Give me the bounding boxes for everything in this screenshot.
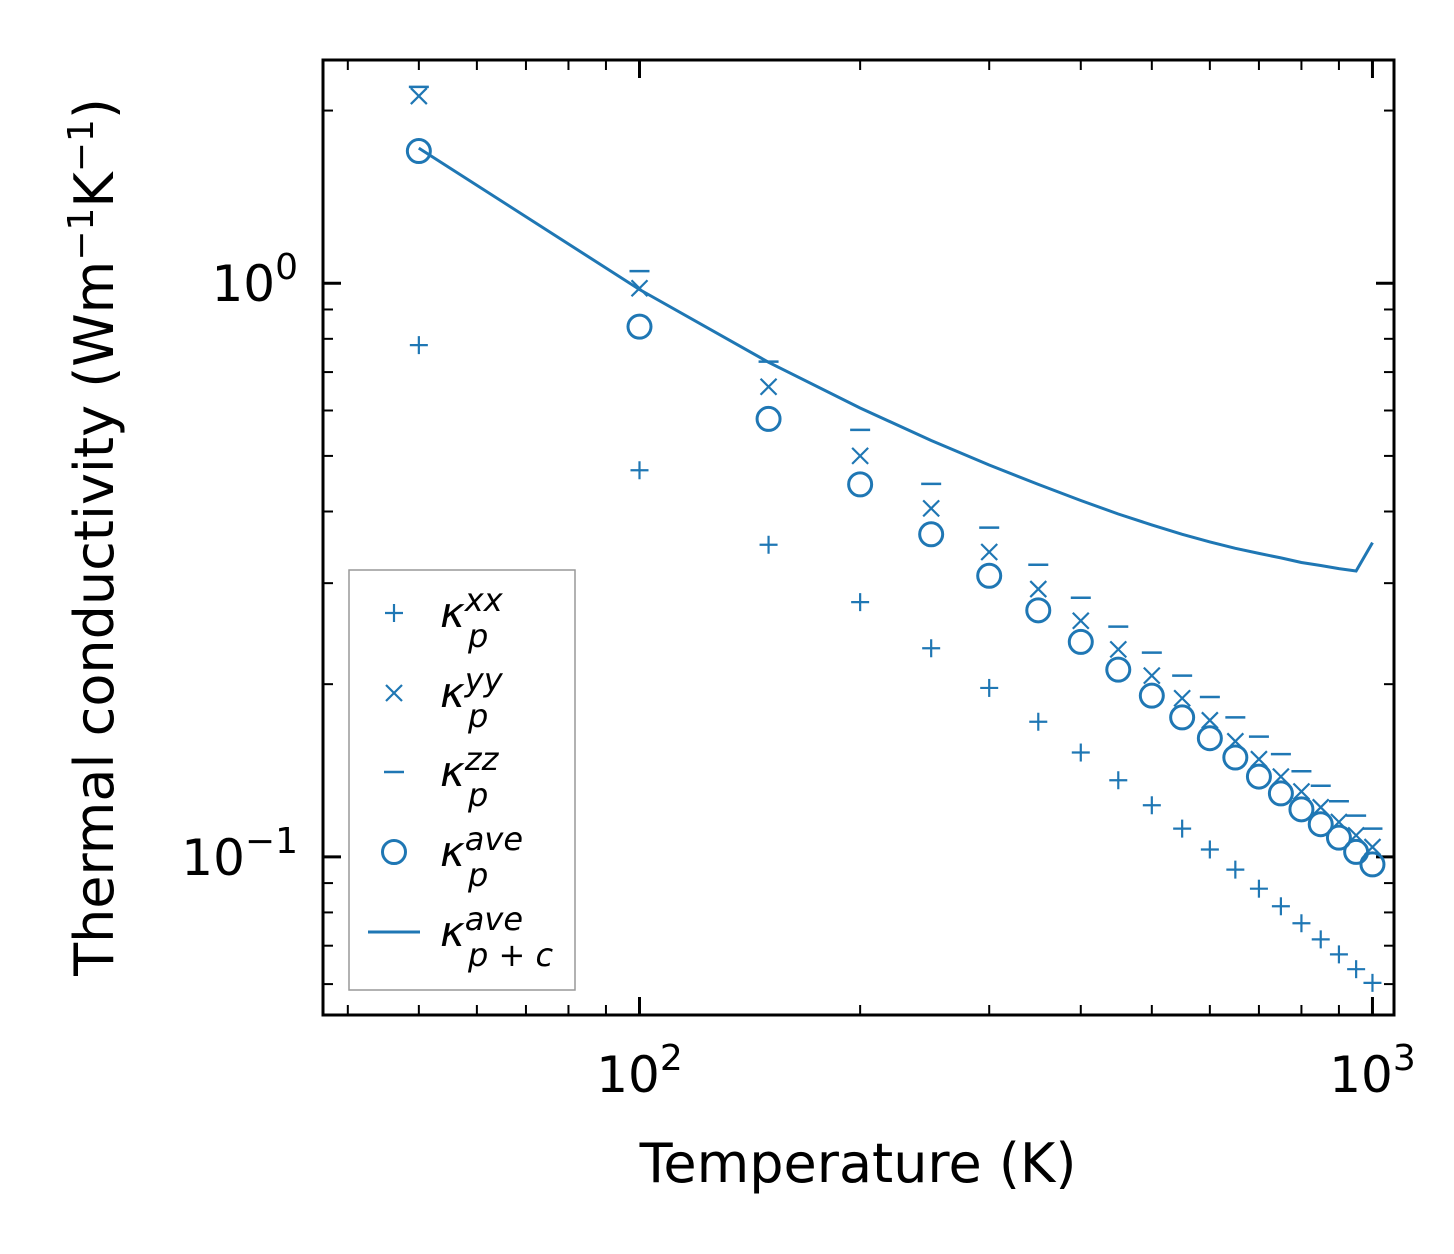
point-kyy [1143,666,1161,685]
point-kxx [1329,945,1348,964]
data-marks [405,85,1386,992]
legend-label-kpc: κave p + c [440,900,553,974]
point-kxx [1347,960,1366,979]
point-kxx [1271,897,1290,916]
point-kyy [1072,611,1090,630]
legend-handle-kyy [385,684,403,702]
point-kxx [1109,771,1128,790]
point-kyy [410,87,428,105]
point-kyy [1029,580,1048,598]
point-kave [1307,811,1334,838]
point-kxx [1311,930,1330,949]
point-kave [976,562,1003,589]
legend-label-kyy: κyy p [440,661,504,735]
point-kave [1196,725,1223,752]
point-kxx [1363,973,1382,992]
point-kxx [980,678,999,697]
point-kave [1169,704,1196,731]
point-kave [1343,838,1370,865]
point-kyy [1173,689,1191,708]
point-kave [847,471,874,498]
point-kxx [759,535,778,554]
point-kave [1222,744,1249,771]
point-kxx [1029,712,1048,731]
point-kyy [1201,711,1219,730]
point-kyy [1292,782,1311,801]
point-kave [1245,763,1272,790]
point-kxx [630,461,649,480]
point-kxx [851,593,870,612]
series-kzz [408,85,1383,830]
point-kxx [1200,840,1219,859]
axis-ticks [323,60,1394,1015]
point-kave [1067,628,1094,655]
point-kxx [1173,819,1192,838]
point-kave [1267,780,1294,807]
point-kave [1325,824,1352,851]
legend-label-kzz: κzz p [440,740,500,814]
y-tick-label: 100 [211,247,298,313]
point-kave [755,405,782,432]
x-tick-label: 102 [596,1038,683,1104]
series-kave [405,138,1386,878]
legend-label-kave: κave p [440,820,523,894]
point-kave [1105,656,1132,683]
point-kxx [1071,743,1090,762]
point-kyy [759,377,778,396]
point-kave [918,521,945,548]
y-axis-label: Thermal conductivity (Wm−1K−1) [61,98,126,977]
point-kxx [1142,796,1161,815]
series-line-kpc [417,146,1374,573]
point-kxx [1226,860,1245,879]
point-kyy [1250,750,1268,768]
point-kxx [1249,879,1268,898]
tick-labels: 102 103 10−1 100 [181,247,1415,1104]
x-axis-label: Temperature (K) [639,1132,1077,1195]
point-kave [405,138,432,165]
series-kxx [409,336,1382,992]
legend-handle-kxx [385,604,403,622]
point-kyy [922,499,940,518]
point-kxx [922,639,941,658]
legend-handle-kave [381,839,407,865]
point-kave [1025,597,1052,624]
point-kyy [1109,640,1128,659]
point-kave [1138,682,1165,709]
legend-frame [348,569,576,991]
y-tick-label: 10−1 [181,821,298,887]
x-tick-label: 103 [1329,1038,1416,1104]
point-kxx [409,336,428,355]
point-kxx [1292,914,1311,933]
point-kave [1359,851,1386,878]
legend-label-kxx: κxx p [440,581,504,655]
point-kave [626,313,653,340]
plot-area [321,58,1396,1017]
point-kyy [980,543,998,561]
point-kyy [851,447,869,465]
point-kave [1288,796,1315,823]
